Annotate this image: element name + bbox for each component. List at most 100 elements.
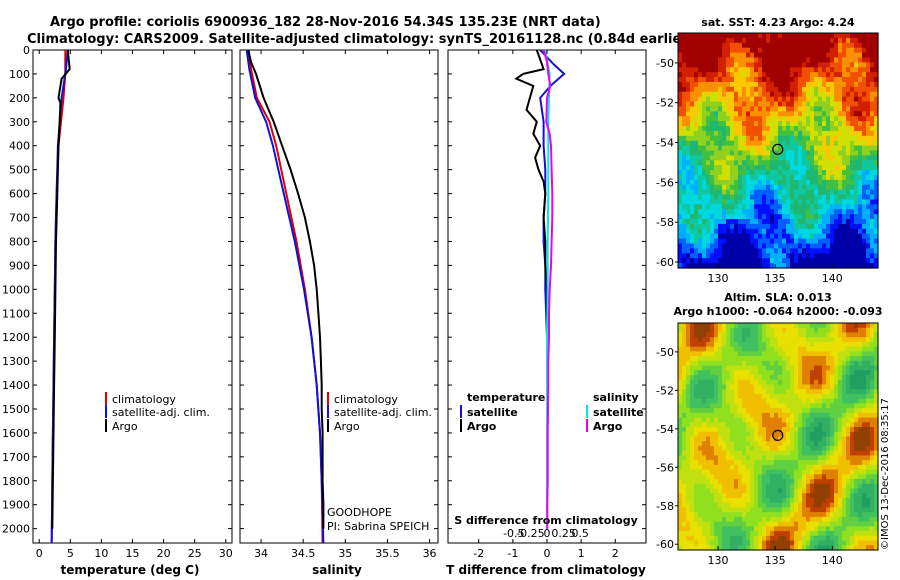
map-cell [842,455,847,461]
map-cell [706,243,711,250]
map-cell [794,263,799,269]
map-cell [806,412,811,419]
map-cell [678,140,683,147]
map-cell [874,62,879,68]
map-cell [722,370,727,376]
map-cell [782,469,787,475]
map-cell [722,535,727,542]
map-cell [678,130,683,137]
map-cell [706,412,711,419]
map-cell [842,370,847,376]
map-cell [866,375,871,381]
map-cell [838,179,843,186]
map-cell [826,179,831,186]
map-cell [854,130,859,137]
map-cell [842,184,847,191]
map-cell [822,238,827,245]
map-cell [798,101,803,108]
map-cell [854,412,859,419]
map-cell [730,219,735,225]
map-cell [818,323,823,329]
map-cell [678,81,683,88]
map-cell [770,233,775,240]
map-cell [814,408,819,414]
map-cell [846,228,851,235]
map-cell [866,189,871,196]
map-cell [698,228,703,235]
map-cell [830,52,835,59]
map-cell [782,72,787,78]
map-cell [750,535,755,542]
map-cell [726,199,731,205]
map-cell [746,160,751,166]
map-cell [698,403,703,409]
map-cell [870,327,875,334]
plot-frame [239,49,439,544]
map-cell [874,436,879,442]
map-cell [858,37,863,44]
map-cell [842,488,847,494]
map-cell [698,408,703,414]
map-cell [770,91,775,98]
map-cell [862,327,867,334]
map-cell [814,126,819,132]
map-cell [746,106,751,112]
map-cell [826,474,831,480]
sla-map-title1: Altim. SLA: 0.013 [724,291,831,304]
map-cell [790,346,795,352]
map-cell [710,62,715,68]
map-cell [730,370,735,376]
map-cell [846,337,851,343]
map-cell [810,379,815,386]
map-cell [714,464,719,471]
map-cell [786,412,791,419]
map-cell [810,67,815,73]
map-cell [718,209,723,215]
map-cell [678,431,683,438]
map-cell [790,323,795,329]
map-cell [718,393,723,400]
map-cell [850,81,855,88]
map-cell [826,469,831,475]
map-cell [842,135,847,142]
map-cell [714,403,719,409]
map-cell [762,356,767,362]
map-cell [722,214,727,220]
map-cell [786,521,791,527]
map-cell [770,398,775,404]
map-cell [738,219,743,225]
map-cell [818,223,823,230]
map-cell [706,179,711,186]
map-cell [786,140,791,147]
map-cell [822,337,827,343]
map-cell [818,199,823,205]
map-cell [766,393,771,400]
map-cell [738,189,743,196]
map-cell [718,341,723,348]
map-cell [754,106,759,112]
map-cell [802,441,807,447]
map-cell [834,238,839,245]
map-cell [750,398,755,404]
map-cell [706,327,711,334]
map-cell [734,408,739,414]
map-cell [738,116,743,122]
map-cell [838,86,843,93]
map-cell [746,219,751,225]
map-cell [846,460,851,466]
map-cell [842,497,847,504]
map-cell [706,228,711,235]
map-cell [826,521,831,527]
map-cell [686,62,691,68]
map-cell [714,408,719,414]
map-cell [738,47,743,54]
map-cell [850,121,855,127]
map-cell [862,431,867,438]
map-cell [810,365,815,371]
map-cell [766,223,771,230]
map-cell [682,140,687,147]
map-cell [870,512,875,518]
map-cell [758,253,763,259]
map-cell [826,493,831,499]
map-cell [786,101,791,108]
